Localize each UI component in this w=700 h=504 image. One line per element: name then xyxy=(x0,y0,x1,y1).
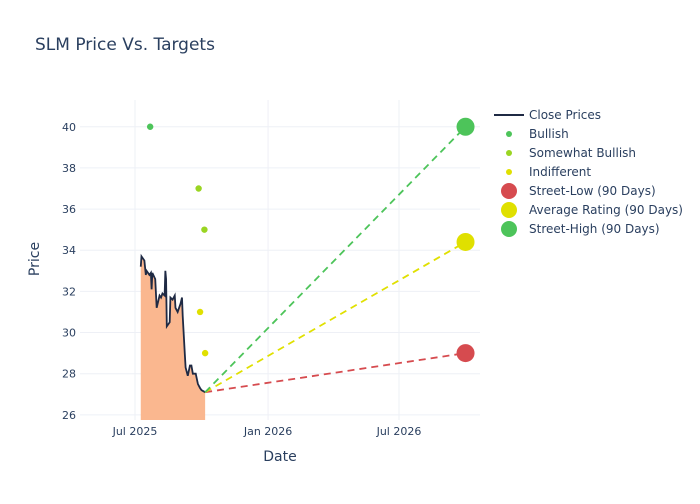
legend-label: Somewhat Bullish xyxy=(529,146,636,160)
x-tick-label: Jan 2026 xyxy=(243,425,292,438)
y-tick-label: 34 xyxy=(62,244,76,257)
y-tick-label: 26 xyxy=(62,409,76,422)
chart-title: SLM Price Vs. Targets xyxy=(35,35,215,55)
somewhat-bullish-rating-point xyxy=(195,185,202,192)
legend-marker-symbol xyxy=(506,169,512,175)
legend-label: Close Prices xyxy=(529,108,601,122)
street-high-target-line xyxy=(204,126,467,393)
somewhat-bullish-rating-point xyxy=(201,226,208,233)
x-tick-label: Jul 2026 xyxy=(376,425,422,438)
x-axis-label: Date xyxy=(263,449,296,465)
legend-label: Street-Low (90 Days) xyxy=(529,184,656,198)
y-tick-label: 38 xyxy=(62,162,76,175)
legend-label: Bullish xyxy=(529,127,569,141)
y-tick-label: 36 xyxy=(62,203,76,216)
legend-marker-symbol xyxy=(506,131,512,137)
y-axis-label: Price xyxy=(27,242,43,276)
indifferent-rating-point xyxy=(196,308,204,316)
legend-marker-symbol xyxy=(501,183,517,199)
legend-marker-symbol xyxy=(501,221,517,237)
bullish-rating-point xyxy=(146,123,154,130)
street-low-target-marker xyxy=(456,344,475,363)
street-high-target-marker xyxy=(456,117,475,136)
close-price-line xyxy=(139,253,206,394)
y-tick-label: 32 xyxy=(62,285,76,298)
legend-label: Average Rating (90 Days) xyxy=(529,203,683,217)
street-low-target-line xyxy=(205,352,466,394)
average-target-line xyxy=(204,241,466,393)
legend-label: Street-High (90 Days) xyxy=(529,222,660,236)
legend-marker-symbol xyxy=(506,150,512,156)
legend-marker-symbol xyxy=(501,202,517,218)
x-tick-label: Jul 2025 xyxy=(112,425,158,438)
average-target-marker xyxy=(456,232,475,251)
y-tick-label: 28 xyxy=(62,368,76,381)
y-tick-label: 40 xyxy=(62,121,76,134)
indifferent-rating-point xyxy=(201,349,209,357)
close-price-area xyxy=(140,256,206,420)
legend: Close Prices Bullish Somewhat Bullish Indif… xyxy=(494,108,683,237)
legend-label: Indifferent xyxy=(529,165,591,179)
y-tick-label: 30 xyxy=(62,327,76,340)
